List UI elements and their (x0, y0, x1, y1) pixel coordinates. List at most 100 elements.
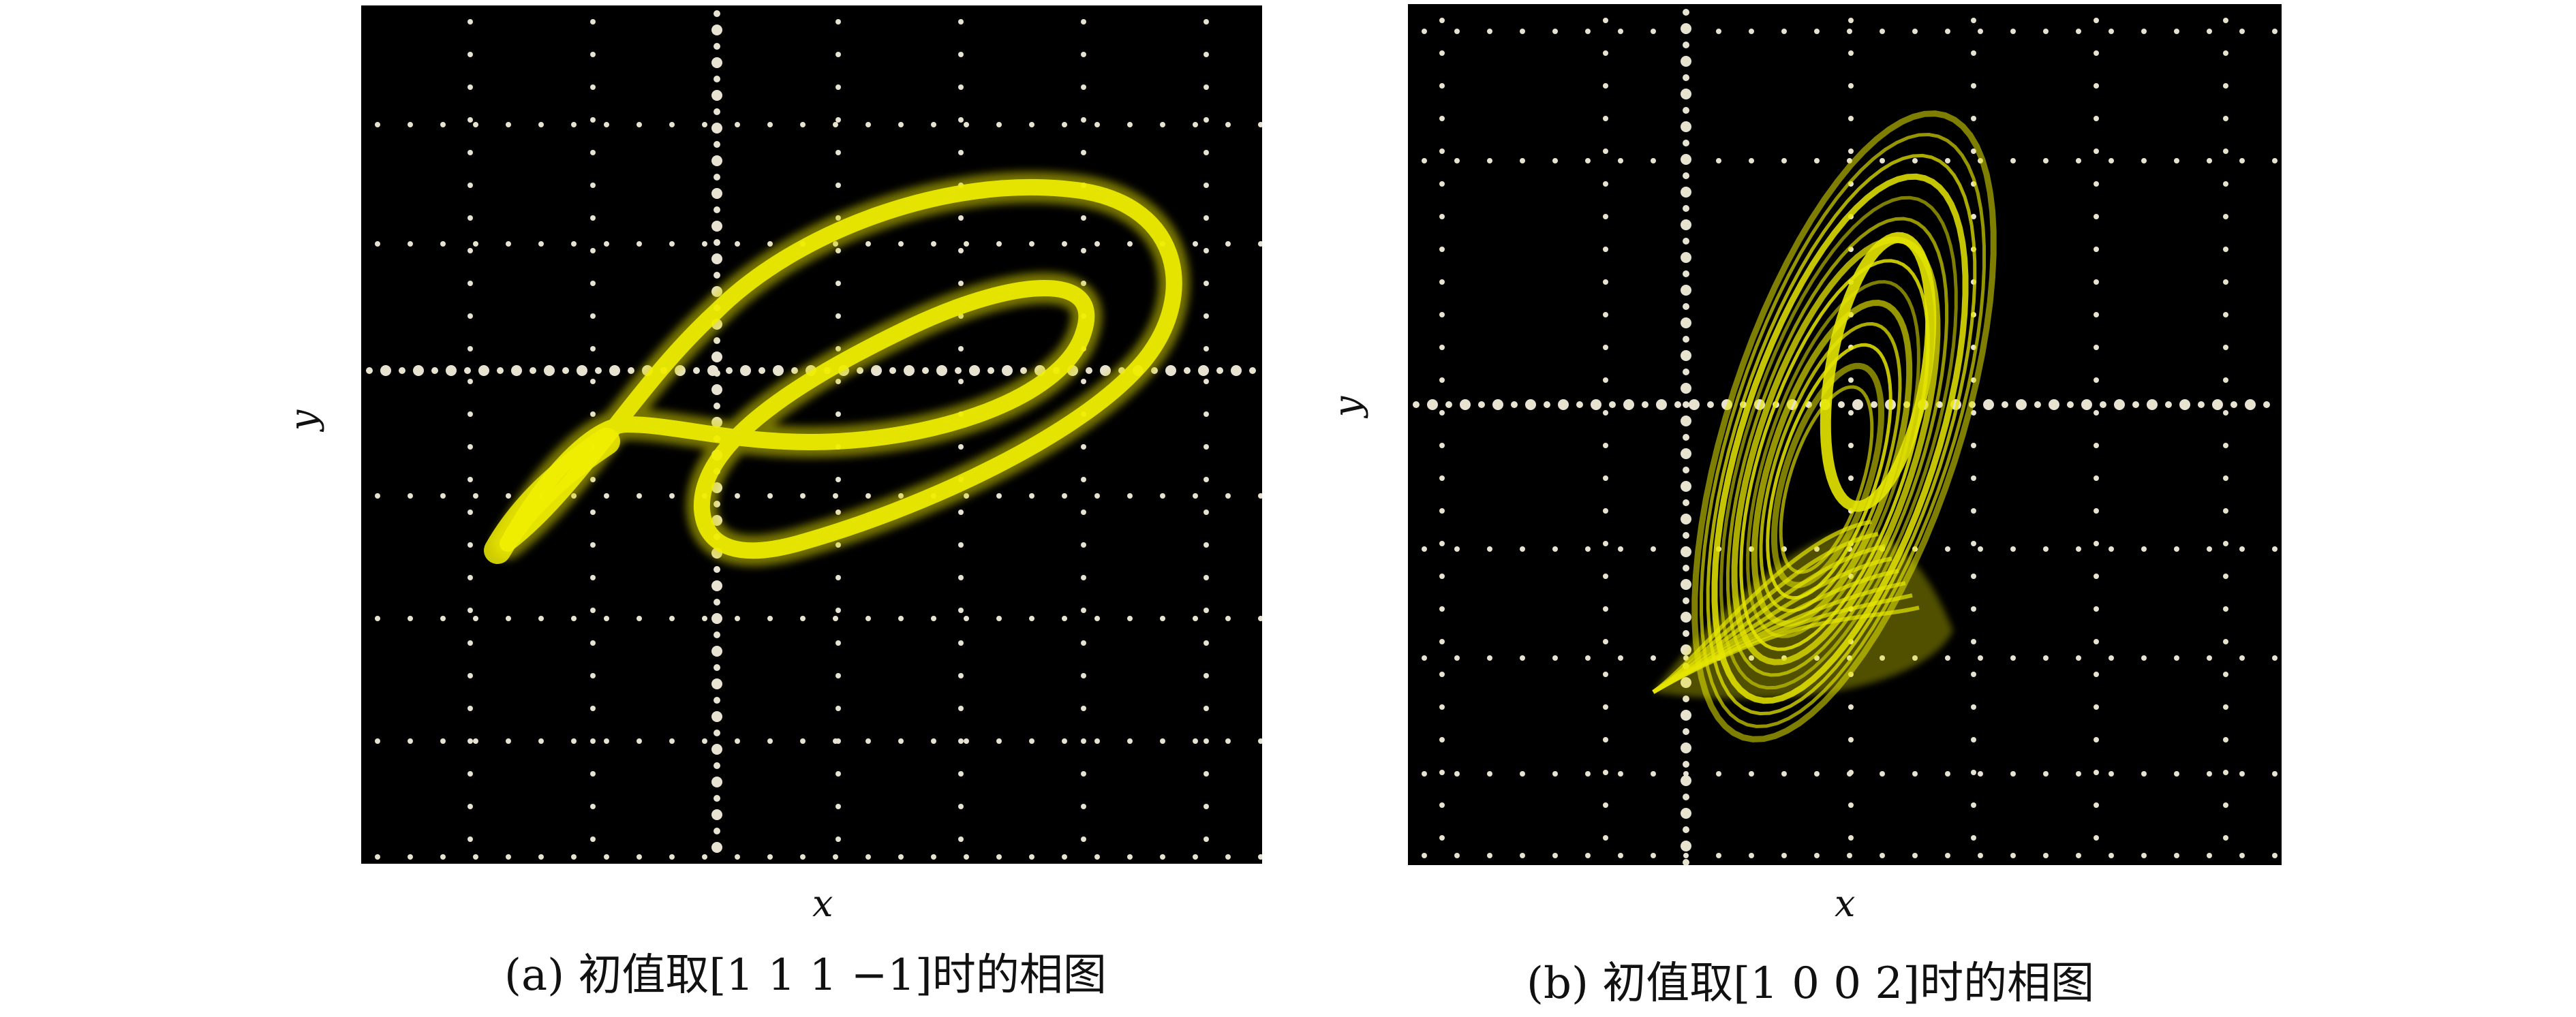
grid-dot-b (2272, 29, 2278, 34)
grid-dot-a (1081, 706, 1086, 711)
grid-dot-a (467, 836, 473, 842)
axis-tick-b (1707, 401, 1714, 408)
grid-dot-a (1203, 411, 1209, 417)
grid-dot-b (1978, 29, 1983, 34)
oscilloscope-screen-a (361, 5, 1262, 864)
grid-dot-a (1225, 122, 1231, 127)
grid-dot-a (467, 313, 473, 319)
grid-dot-a (964, 241, 969, 247)
grid-dot-a (1094, 241, 1100, 247)
grid-dot-a (1029, 738, 1034, 744)
grid-dot-b (2223, 672, 2228, 677)
grid-dot-b (1603, 508, 1608, 514)
grid-dot-a (833, 122, 838, 127)
grid-dot-a (1258, 616, 1262, 621)
grid-dot-a (800, 738, 806, 744)
grid-dot-a (735, 122, 740, 127)
grid-dot-b (1683, 853, 1689, 858)
grid-dot-a (440, 854, 446, 860)
grid-dot-a (958, 738, 964, 744)
axis-tick-a (628, 367, 634, 374)
grid-dot-b (1971, 606, 1976, 612)
axis-tick-b (1681, 23, 1691, 34)
grid-dot-a (375, 738, 380, 744)
grid-dot-a (865, 122, 871, 127)
axis-tick-a (511, 365, 522, 376)
grid-dot-a (702, 241, 707, 247)
grid-dot-a (590, 117, 596, 123)
axis-tick-b (1642, 401, 1649, 408)
grid-dot-b (2094, 835, 2099, 841)
grid-dot-a (375, 493, 380, 499)
grid-dot-b (1552, 853, 1558, 858)
grid-dot-b (1603, 279, 1608, 285)
grid-dot-b (1847, 771, 1852, 777)
grid-dot-a (1203, 379, 1209, 384)
grid-dot-b (2223, 475, 2228, 481)
grid-dot-b (1439, 312, 1445, 317)
grid-dot-b (1814, 29, 1820, 34)
grid-dot-b (1422, 853, 1427, 858)
grid-dot-a (590, 608, 596, 613)
axis-tick-b (1683, 826, 1689, 833)
grid-dot-a (467, 510, 473, 515)
grid-dot-b (2174, 546, 2179, 552)
grid-dot-b (1439, 802, 1445, 808)
grid-dot-a (604, 854, 609, 860)
axis-tick-b (1683, 499, 1689, 506)
axis-tick-a (871, 365, 882, 376)
axis-tick-a (707, 365, 718, 376)
axis-tick-b (1681, 154, 1691, 165)
grid-dot-a (835, 183, 841, 188)
axis-tick-b (2230, 401, 2237, 408)
grid-dot-b (1880, 158, 1885, 163)
axis-tick-a (711, 711, 722, 722)
grid-dot-b (2223, 508, 2228, 514)
grid-dot-b (1848, 50, 1854, 56)
axis-tick-b (1683, 303, 1689, 310)
grid-dot-b (1603, 835, 1608, 841)
grid-dot-b (1971, 802, 1976, 808)
grid-dot-b (1603, 345, 1608, 350)
axis-tick-b (1681, 187, 1691, 198)
grid-dot-b (1603, 83, 1608, 89)
axis-tick-a (714, 762, 720, 769)
grid-dot-a (1094, 616, 1100, 621)
axis-tick-b (1683, 42, 1689, 48)
axis-tick-b (1460, 399, 1471, 410)
grid-dot-b (2043, 29, 2049, 34)
grid-dot-b (1520, 853, 1525, 858)
axis-tick-b (1558, 399, 1569, 410)
grid-dot-a (1160, 493, 1165, 499)
axis-tick-a (1100, 365, 1111, 376)
grid-dot-a (467, 575, 473, 580)
grid-dot-b (1439, 83, 1445, 89)
grid-dot-a (506, 738, 511, 744)
axis-tick-a (714, 239, 720, 246)
axis-tick-a (714, 174, 720, 181)
axis-tick-b (2212, 399, 2223, 410)
grid-dot-a (506, 854, 511, 860)
grid-dot-b (1971, 704, 1976, 710)
axis-tick-a (955, 367, 962, 374)
grid-dot-a (800, 854, 806, 860)
grid-dot-a (958, 444, 964, 450)
grid-dot-b (1439, 541, 1445, 546)
grid-dot-a (767, 122, 773, 127)
grid-dot-a (408, 241, 413, 247)
grid-dot-b (2223, 835, 2228, 841)
grid-dot-b (1439, 574, 1445, 579)
axis-tick-b (1623, 399, 1634, 410)
grid-dot-a (1127, 493, 1133, 499)
grid-dot-b (1439, 214, 1445, 219)
grid-dot-b (1603, 770, 1608, 775)
grid-dot-b (1945, 853, 1950, 858)
axis-tick-b (1681, 742, 1691, 753)
grid-dot-a (467, 706, 473, 711)
grid-dot-a (1193, 241, 1198, 247)
grid-dot-a (467, 346, 473, 351)
grid-dot-b (1848, 737, 1854, 742)
grid-dot-a (1062, 854, 1067, 860)
grid-dot-a (408, 854, 413, 860)
grid-dot-a (590, 19, 596, 25)
